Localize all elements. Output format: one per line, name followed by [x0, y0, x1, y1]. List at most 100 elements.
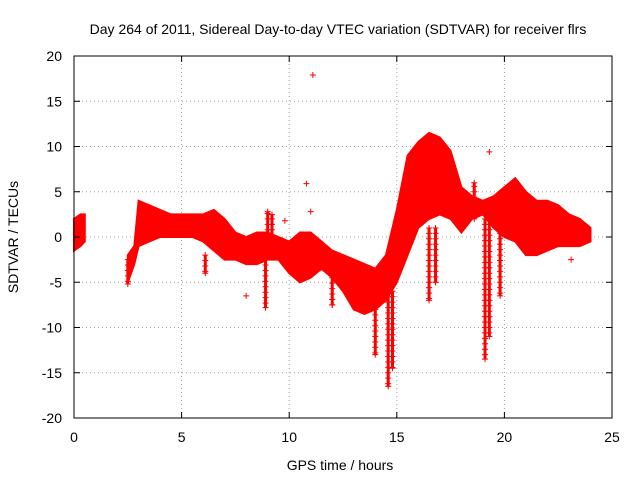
x-axis-label: GPS time / hours	[287, 457, 394, 473]
sdtvar-point	[432, 262, 439, 269]
sdtvar-point	[389, 348, 396, 355]
sdtvar-point	[389, 299, 396, 306]
sdtvar-point	[426, 241, 433, 248]
x-tick-label: 15	[389, 429, 405, 445]
sdtvar-point	[471, 205, 478, 212]
sdtvar-point	[497, 292, 504, 299]
y-tick-labels: -20 -15 -10 -5 0 5 10 15 20	[42, 48, 62, 426]
sdtvar-point	[268, 232, 275, 239]
x-tick-label: 20	[497, 429, 513, 445]
sdtvar-point	[389, 310, 396, 317]
sdtvar-point	[486, 248, 493, 255]
sdtvar-point	[486, 264, 493, 271]
plot-area	[73, 72, 592, 390]
sdtvar-point	[486, 281, 493, 288]
sdtvar-point	[372, 338, 379, 345]
sdtvar-point	[329, 280, 336, 287]
sdtvar-point	[486, 270, 493, 277]
sdtvar-point	[426, 252, 433, 259]
sdtvar-point	[202, 262, 209, 269]
sdtvar-point	[329, 301, 336, 308]
sdtvar-point	[426, 297, 433, 304]
y-tick-label: 20	[46, 48, 62, 64]
y-axis-label: SDTVAR / TECUs	[5, 181, 21, 293]
sdtvar-point	[432, 241, 439, 248]
sdtvar-point	[268, 211, 275, 218]
y-tick-label: 5	[54, 184, 62, 200]
sdtvar-point	[372, 306, 379, 313]
y-tick-label: 0	[54, 229, 62, 245]
sdtvar-outlier-point	[281, 217, 288, 224]
sdtvar-point	[471, 194, 478, 201]
sdtvar-point	[389, 358, 396, 365]
sdtvar-point	[497, 262, 504, 269]
sdtvar-point	[471, 188, 478, 195]
sdtvar-point	[202, 257, 209, 264]
sdtvar-point	[389, 331, 396, 338]
x-tick-label: 10	[281, 429, 297, 445]
chart-title: Day 264 of 2011, Sidereal Day-to-day VTE…	[90, 21, 587, 37]
sdtvar-point	[497, 235, 504, 242]
sdtvar-point	[486, 302, 493, 309]
sdtvar-band	[73, 213, 86, 253]
sdtvar-point	[268, 226, 275, 233]
sdtvar-point	[486, 319, 493, 326]
y-tick-label: 15	[46, 93, 62, 109]
sdtvar-point	[426, 235, 433, 242]
sdtvar-point	[372, 322, 379, 329]
sdtvar-point	[264, 208, 271, 215]
sdtvar-point	[497, 246, 504, 253]
sdtvar-point	[497, 252, 504, 259]
y-tick-label: -5	[50, 274, 63, 290]
sdtvar-point	[497, 241, 504, 248]
sdtvar-point	[486, 237, 493, 244]
sdtvar-point	[202, 270, 209, 277]
sdtvar-point	[486, 243, 493, 250]
sdtvar-point	[426, 290, 433, 297]
sdtvar-point	[497, 279, 504, 286]
sdtvar-point	[486, 297, 493, 304]
x-tick-label: 0	[70, 429, 78, 445]
sdtvar-point	[262, 304, 269, 311]
sdtvar-band	[126, 131, 592, 315]
sdtvar-point	[432, 230, 439, 237]
sdtvar-point	[262, 256, 269, 263]
sdtvar-point	[486, 313, 493, 320]
sdtvar-outlier-point	[486, 148, 493, 155]
sdtvar-outlier-point	[363, 301, 370, 308]
sdtvar-outlier-point	[303, 180, 310, 187]
sdtvar-point	[426, 257, 433, 264]
sdtvar-point	[268, 237, 275, 244]
sdtvar-point	[372, 344, 379, 351]
sdtvar-point	[268, 221, 275, 228]
sdtvar-point	[482, 356, 489, 363]
sdtvar-point	[497, 224, 504, 231]
sdtvar-point	[432, 252, 439, 259]
sdtvar-outlier-point	[307, 208, 314, 215]
sdtvar-point	[426, 284, 433, 291]
sdtvar-point	[486, 221, 493, 228]
sdtvar-point	[329, 274, 336, 281]
sdtvar-point	[486, 215, 493, 222]
sdtvar-point	[432, 268, 439, 275]
sdtvar-point	[124, 281, 131, 288]
sdtvar-point	[124, 256, 131, 263]
sdtvar-point	[486, 275, 493, 282]
sdtvar-point	[372, 351, 379, 358]
sdtvar-point	[385, 375, 392, 382]
sdtvar-point	[426, 246, 433, 253]
sdtvar-point	[372, 333, 379, 340]
sdtvar-point	[262, 267, 269, 274]
sdtvar-point	[389, 326, 396, 333]
sdtvar-point	[202, 252, 209, 259]
sdtvar-point	[389, 315, 396, 322]
sdtvar-point	[389, 342, 396, 349]
sdtvar-point	[486, 232, 493, 239]
sdtvar-point	[372, 317, 379, 324]
sdtvar-point	[389, 337, 396, 344]
sdtvar-point	[426, 224, 433, 231]
sdtvar-outlier-point	[309, 72, 316, 79]
sdtvar-point	[432, 224, 439, 231]
sdtvar-point	[497, 268, 504, 275]
